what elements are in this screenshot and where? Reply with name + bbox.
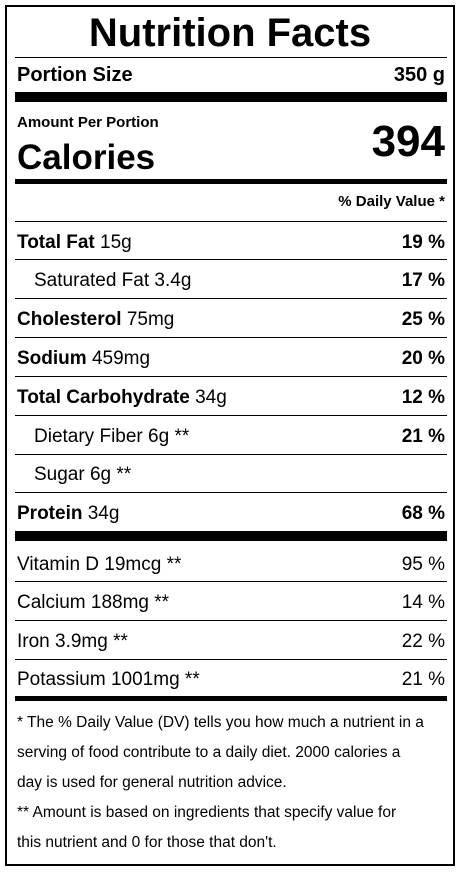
- divider: [15, 376, 447, 377]
- nutrient-amount: 15g: [100, 232, 132, 253]
- vitamin-dv: 14 %: [401, 592, 445, 613]
- calories-label: Calories: [17, 138, 156, 177]
- portion-size-value: 350 g: [393, 64, 445, 86]
- nutrient-total-fat: Total Fat 15g: [17, 231, 132, 255]
- footnote-line: this nutrient and 0 for those that don't…: [17, 834, 277, 851]
- vitamin-d: Vitamin D 19mcg **: [17, 554, 182, 575]
- nutrition-label: Nutrition Facts Portion Size 350 g Amoun…: [5, 5, 455, 866]
- divider: [15, 454, 447, 455]
- nutrient-cholesterol: Cholesterol 75mg: [17, 308, 174, 332]
- iron: Iron 3.9mg **: [17, 631, 128, 652]
- divider: [15, 415, 447, 416]
- divider-medium: [15, 179, 447, 184]
- nutrient-amount: 459mg: [91, 348, 151, 369]
- nutrient-amount: 34g: [195, 387, 227, 408]
- calories-value: 394: [371, 117, 445, 166]
- nutrient-name: Protein: [17, 503, 83, 524]
- nutrient-saturated-fat: Saturated Fat 3.4g: [34, 270, 192, 291]
- nutrient-dv: 12 %: [401, 387, 445, 408]
- divider: [15, 298, 447, 299]
- vitamin-dv: 95 %: [401, 554, 445, 575]
- vitamin-dv: 22 %: [401, 631, 445, 652]
- nutrient-name: Total Carbohydrate: [17, 387, 190, 408]
- portion-size-label: Portion Size: [17, 64, 133, 86]
- nutrient-dv: 21 %: [401, 426, 445, 447]
- nutrient-dv: 19 %: [401, 232, 445, 253]
- divider: [15, 57, 447, 58]
- daily-value-header: % Daily Value *: [338, 193, 445, 210]
- nutrient-name: Sodium: [17, 348, 87, 369]
- nutrient-amount: 34g: [87, 503, 120, 524]
- divider-medium: [15, 696, 447, 701]
- divider-thick: [15, 531, 447, 541]
- footnote-line: serving of food contribute to a daily di…: [17, 744, 401, 761]
- footnote-line: day is used for general nutrition advice…: [17, 774, 287, 791]
- nutrient-sugar: Sugar 6g **: [34, 464, 132, 485]
- divider: [15, 259, 447, 260]
- potassium: Potassium 1001mg **: [17, 669, 200, 690]
- footnote-line: ** Amount is based on ingredients that s…: [17, 804, 397, 821]
- vitamin-dv: 21 %: [401, 669, 445, 690]
- divider: [15, 659, 447, 660]
- nutrient-name: Total Fat: [17, 232, 95, 253]
- divider: [15, 337, 447, 338]
- nutrient-sodium: Sodium 459mg: [17, 347, 150, 371]
- nutrient-dv: 17 %: [401, 270, 445, 291]
- divider: [15, 581, 447, 582]
- nutrient-protein: Protein 34g: [17, 502, 119, 526]
- nutrient-dv: 25 %: [401, 309, 445, 330]
- nutrient-total-carbohydrate: Total Carbohydrate 34g: [17, 386, 227, 410]
- nutrient-dv: 68 %: [401, 503, 445, 524]
- nutrient-dietary-fiber: Dietary Fiber 6g **: [34, 426, 190, 447]
- divider: [15, 620, 447, 621]
- nutrient-dv: 20 %: [401, 348, 445, 369]
- nutrient-amount: 75mg: [126, 309, 175, 330]
- calcium: Calcium 188mg **: [17, 592, 170, 613]
- nutrient-name: Cholesterol: [17, 309, 122, 330]
- divider: [15, 492, 447, 493]
- divider: [15, 221, 447, 222]
- footnote-line: * The % Daily Value (DV) tells you how m…: [17, 714, 424, 731]
- amount-per-portion: Amount Per Portion: [17, 114, 159, 131]
- divider-thick: [15, 92, 447, 102]
- label-title: Nutrition Facts: [88, 11, 372, 55]
